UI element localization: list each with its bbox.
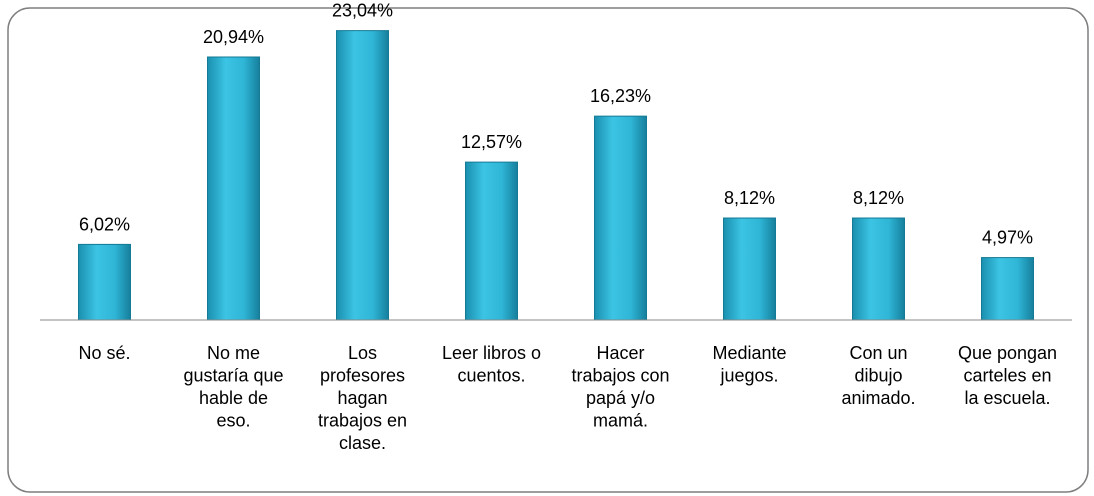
value-label: 23,04%: [332, 1, 393, 21]
value-label: 20,94%: [203, 27, 264, 47]
value-label: 8,12%: [853, 188, 904, 208]
value-label: 8,12%: [724, 188, 775, 208]
value-label: 16,23%: [590, 86, 651, 106]
x-tick-label: No sé.: [78, 343, 130, 363]
bar: [465, 161, 518, 321]
x-tick-label: Hacer trabajos con papá y/o mamá.: [571, 343, 669, 431]
x-tick-label: Que pongan carteles en la escuela.: [958, 343, 1057, 408]
chart-frame: [7, 7, 1089, 493]
x-tick-label: Con un dibujo animado.: [841, 343, 915, 408]
x-tick-label: Los profesores hagan trabajos en clase.: [318, 343, 407, 453]
bar: [594, 115, 647, 321]
bar: [78, 243, 131, 321]
x-tick-label: Leer libros o cuentos.: [442, 343, 541, 386]
x-tick-label: Mediante juegos.: [712, 343, 786, 386]
bar: [207, 56, 260, 321]
value-label: 6,02%: [79, 214, 130, 234]
bar: [336, 30, 389, 321]
bar: [852, 217, 905, 321]
bar: [981, 257, 1034, 321]
value-label: 12,57%: [461, 132, 522, 152]
bar: [723, 217, 776, 321]
value-label: 4,97%: [982, 228, 1033, 248]
x-tick-label: No me gustaría que hable de eso.: [183, 343, 283, 431]
